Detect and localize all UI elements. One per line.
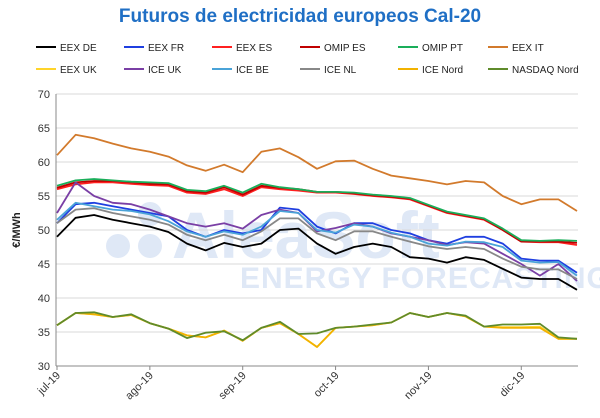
series-line-omip-pt [56, 178, 578, 242]
y-tick-label: 45 [38, 259, 50, 271]
series-line-ice-uk [56, 181, 578, 282]
legend-label: EEX FR [148, 43, 184, 54]
legend-label: ICE NL [324, 65, 357, 76]
series-line-nasdaq-nord [56, 311, 578, 342]
series-line-eex-fr [56, 201, 578, 274]
y-tick-label: 55 [38, 191, 50, 203]
y-tick-label: 30 [38, 361, 50, 373]
legend-label: EEX IT [512, 43, 544, 54]
legend-label: ICE UK [148, 65, 182, 76]
series-line-ice-nord [56, 312, 577, 348]
watermark-dot [138, 234, 162, 258]
y-tick-label: 70 [38, 89, 50, 101]
legend-label: ICE Nord [422, 65, 463, 76]
y-axis-label: €/MWh [11, 212, 23, 248]
y-tick-label: 60 [38, 157, 50, 169]
legend: EEX DE EEX FR EEX ES OMIP ES OMIP PT EEX IT EE… [36, 43, 579, 76]
x-tick-label: dic-19 [498, 370, 528, 400]
series-line-eex-de [56, 214, 578, 291]
legend-label: NASDAQ Nord [512, 65, 579, 76]
x-tick-label: oct-19 [312, 370, 342, 400]
x-tick-label: nov-19 [402, 370, 434, 402]
series-line-ice-be [56, 201, 578, 277]
legend-label: EEX ES [236, 43, 272, 54]
legend-label: OMIP PT [422, 43, 463, 54]
watermark-dot [106, 234, 130, 258]
y-tick-label: 65 [38, 123, 50, 135]
legend-label: ICE BE [236, 65, 269, 76]
x-tick-label: jul-19 [35, 370, 63, 398]
y-tick-label: 50 [38, 225, 50, 237]
legend-label: EEX UK [60, 65, 97, 76]
series-line-ice-nl [56, 207, 578, 280]
y-tick-label: 40 [38, 293, 50, 305]
x-tick-label: sep-19 [217, 370, 249, 402]
series-lines [56, 133, 578, 348]
legend-label: EEX DE [60, 43, 97, 54]
chart-title: Futuros de electricidad europeos Cal-20 [118, 6, 482, 27]
y-tick-label: 35 [38, 327, 50, 339]
x-tick-label: ago-19 [123, 370, 156, 403]
legend-label: OMIP ES [324, 43, 366, 54]
series-line-eex-it [56, 133, 578, 212]
series-line-eex-uk [56, 312, 577, 348]
